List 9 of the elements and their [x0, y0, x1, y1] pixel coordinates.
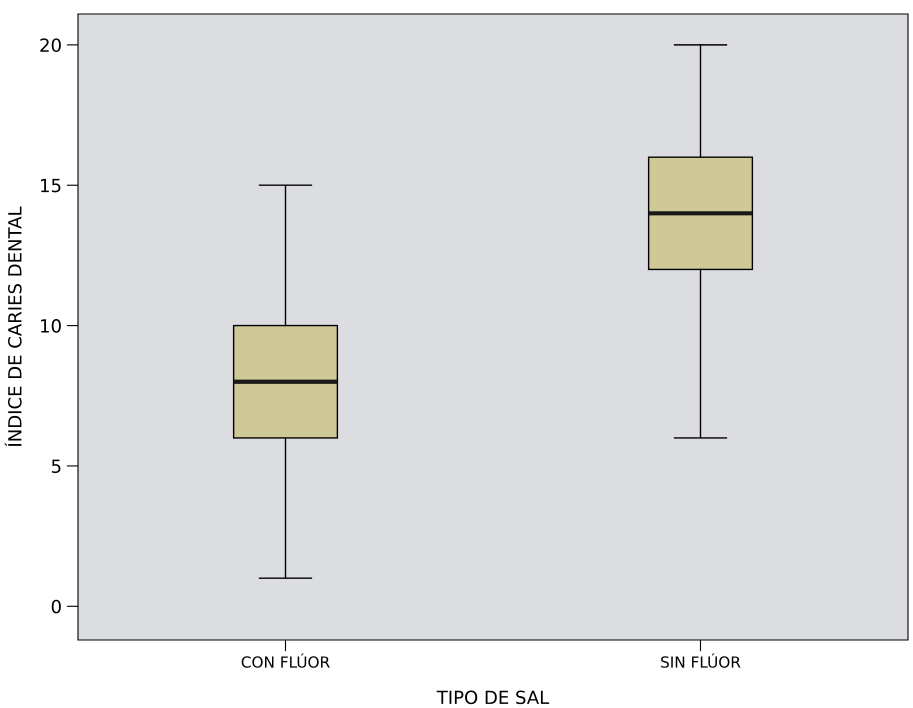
y-tick-label: 10: [41, 319, 61, 333]
x-tick-label: CON FLÚOR: [242, 653, 330, 668]
y-tick-label: 0: [52, 600, 61, 614]
y-tick-label: 20: [40, 38, 61, 52]
x-tick-label: SIN FLÚOR: [661, 653, 740, 668]
y-tick-label: 5: [52, 460, 60, 474]
y-tick-label: 15: [41, 178, 60, 192]
x-axis-title: TIPO DE SAL: [436, 690, 550, 704]
y-axis-title: ÍNDICE DE CARIES DENTAL: [4, 206, 22, 446]
